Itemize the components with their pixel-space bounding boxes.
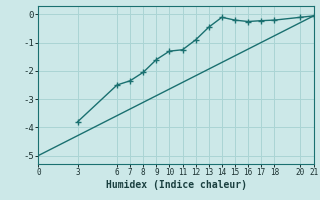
X-axis label: Humidex (Indice chaleur): Humidex (Indice chaleur) bbox=[106, 180, 246, 190]
